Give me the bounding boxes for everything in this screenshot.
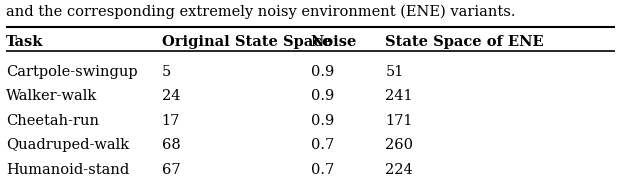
Text: 171: 171 xyxy=(385,114,413,128)
Text: 67: 67 xyxy=(162,163,180,176)
Text: Noise: Noise xyxy=(311,35,357,49)
Text: Walker-walk: Walker-walk xyxy=(6,89,97,103)
Text: Quadruped-walk: Quadruped-walk xyxy=(6,138,129,152)
Text: Cheetah-run: Cheetah-run xyxy=(6,114,99,128)
Text: 68: 68 xyxy=(162,138,180,152)
Text: Original State Space: Original State Space xyxy=(162,35,331,49)
Text: Humanoid-stand: Humanoid-stand xyxy=(6,163,129,176)
Text: Task: Task xyxy=(6,35,44,49)
Text: 0.9: 0.9 xyxy=(311,114,334,128)
Text: Cartpole-swingup: Cartpole-swingup xyxy=(6,65,138,79)
Text: State Space of ENE: State Space of ENE xyxy=(385,35,544,49)
Text: and the corresponding extremely noisy environment (ENE) variants.: and the corresponding extremely noisy en… xyxy=(6,5,516,19)
Text: 17: 17 xyxy=(162,114,180,128)
Text: 241: 241 xyxy=(385,89,413,103)
Text: 0.9: 0.9 xyxy=(311,65,334,79)
Text: 0.7: 0.7 xyxy=(311,138,334,152)
Text: 224: 224 xyxy=(385,163,413,176)
Text: 260: 260 xyxy=(385,138,413,152)
Text: 51: 51 xyxy=(385,65,404,79)
Text: 0.9: 0.9 xyxy=(311,89,334,103)
Text: 0.7: 0.7 xyxy=(311,163,334,176)
Text: 24: 24 xyxy=(162,89,180,103)
Text: 5: 5 xyxy=(162,65,171,79)
